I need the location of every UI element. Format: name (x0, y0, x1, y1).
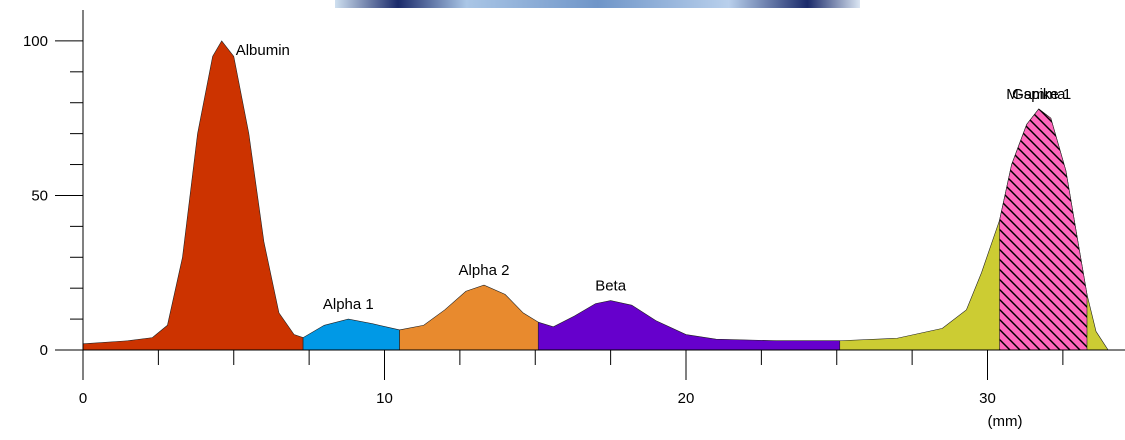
area (82, 40, 304, 351)
area (537, 300, 841, 351)
series-label: M-spike 1 (1006, 86, 1071, 103)
area (399, 284, 539, 351)
series-label: Beta (595, 278, 627, 295)
x-tick-label: 0 (79, 390, 87, 407)
x-tick-label: 20 (678, 390, 695, 407)
y-tick-label: 100 (23, 33, 48, 50)
gel-strip (335, 0, 860, 8)
series-label: Alpha 1 (323, 296, 374, 313)
series-label: Alpha 2 (459, 262, 510, 279)
y-tick-label: 50 (31, 187, 48, 204)
x-tick-label: 10 (376, 390, 393, 407)
series-label: Gamma (1012, 86, 1066, 103)
area (302, 318, 400, 351)
x-tick-label: 30 (979, 390, 996, 407)
y-tick-label: 0 (40, 342, 48, 359)
series-label: Albumin (236, 42, 290, 59)
x-axis-label: (mm) (988, 413, 1023, 430)
area-hatch (999, 108, 1087, 350)
